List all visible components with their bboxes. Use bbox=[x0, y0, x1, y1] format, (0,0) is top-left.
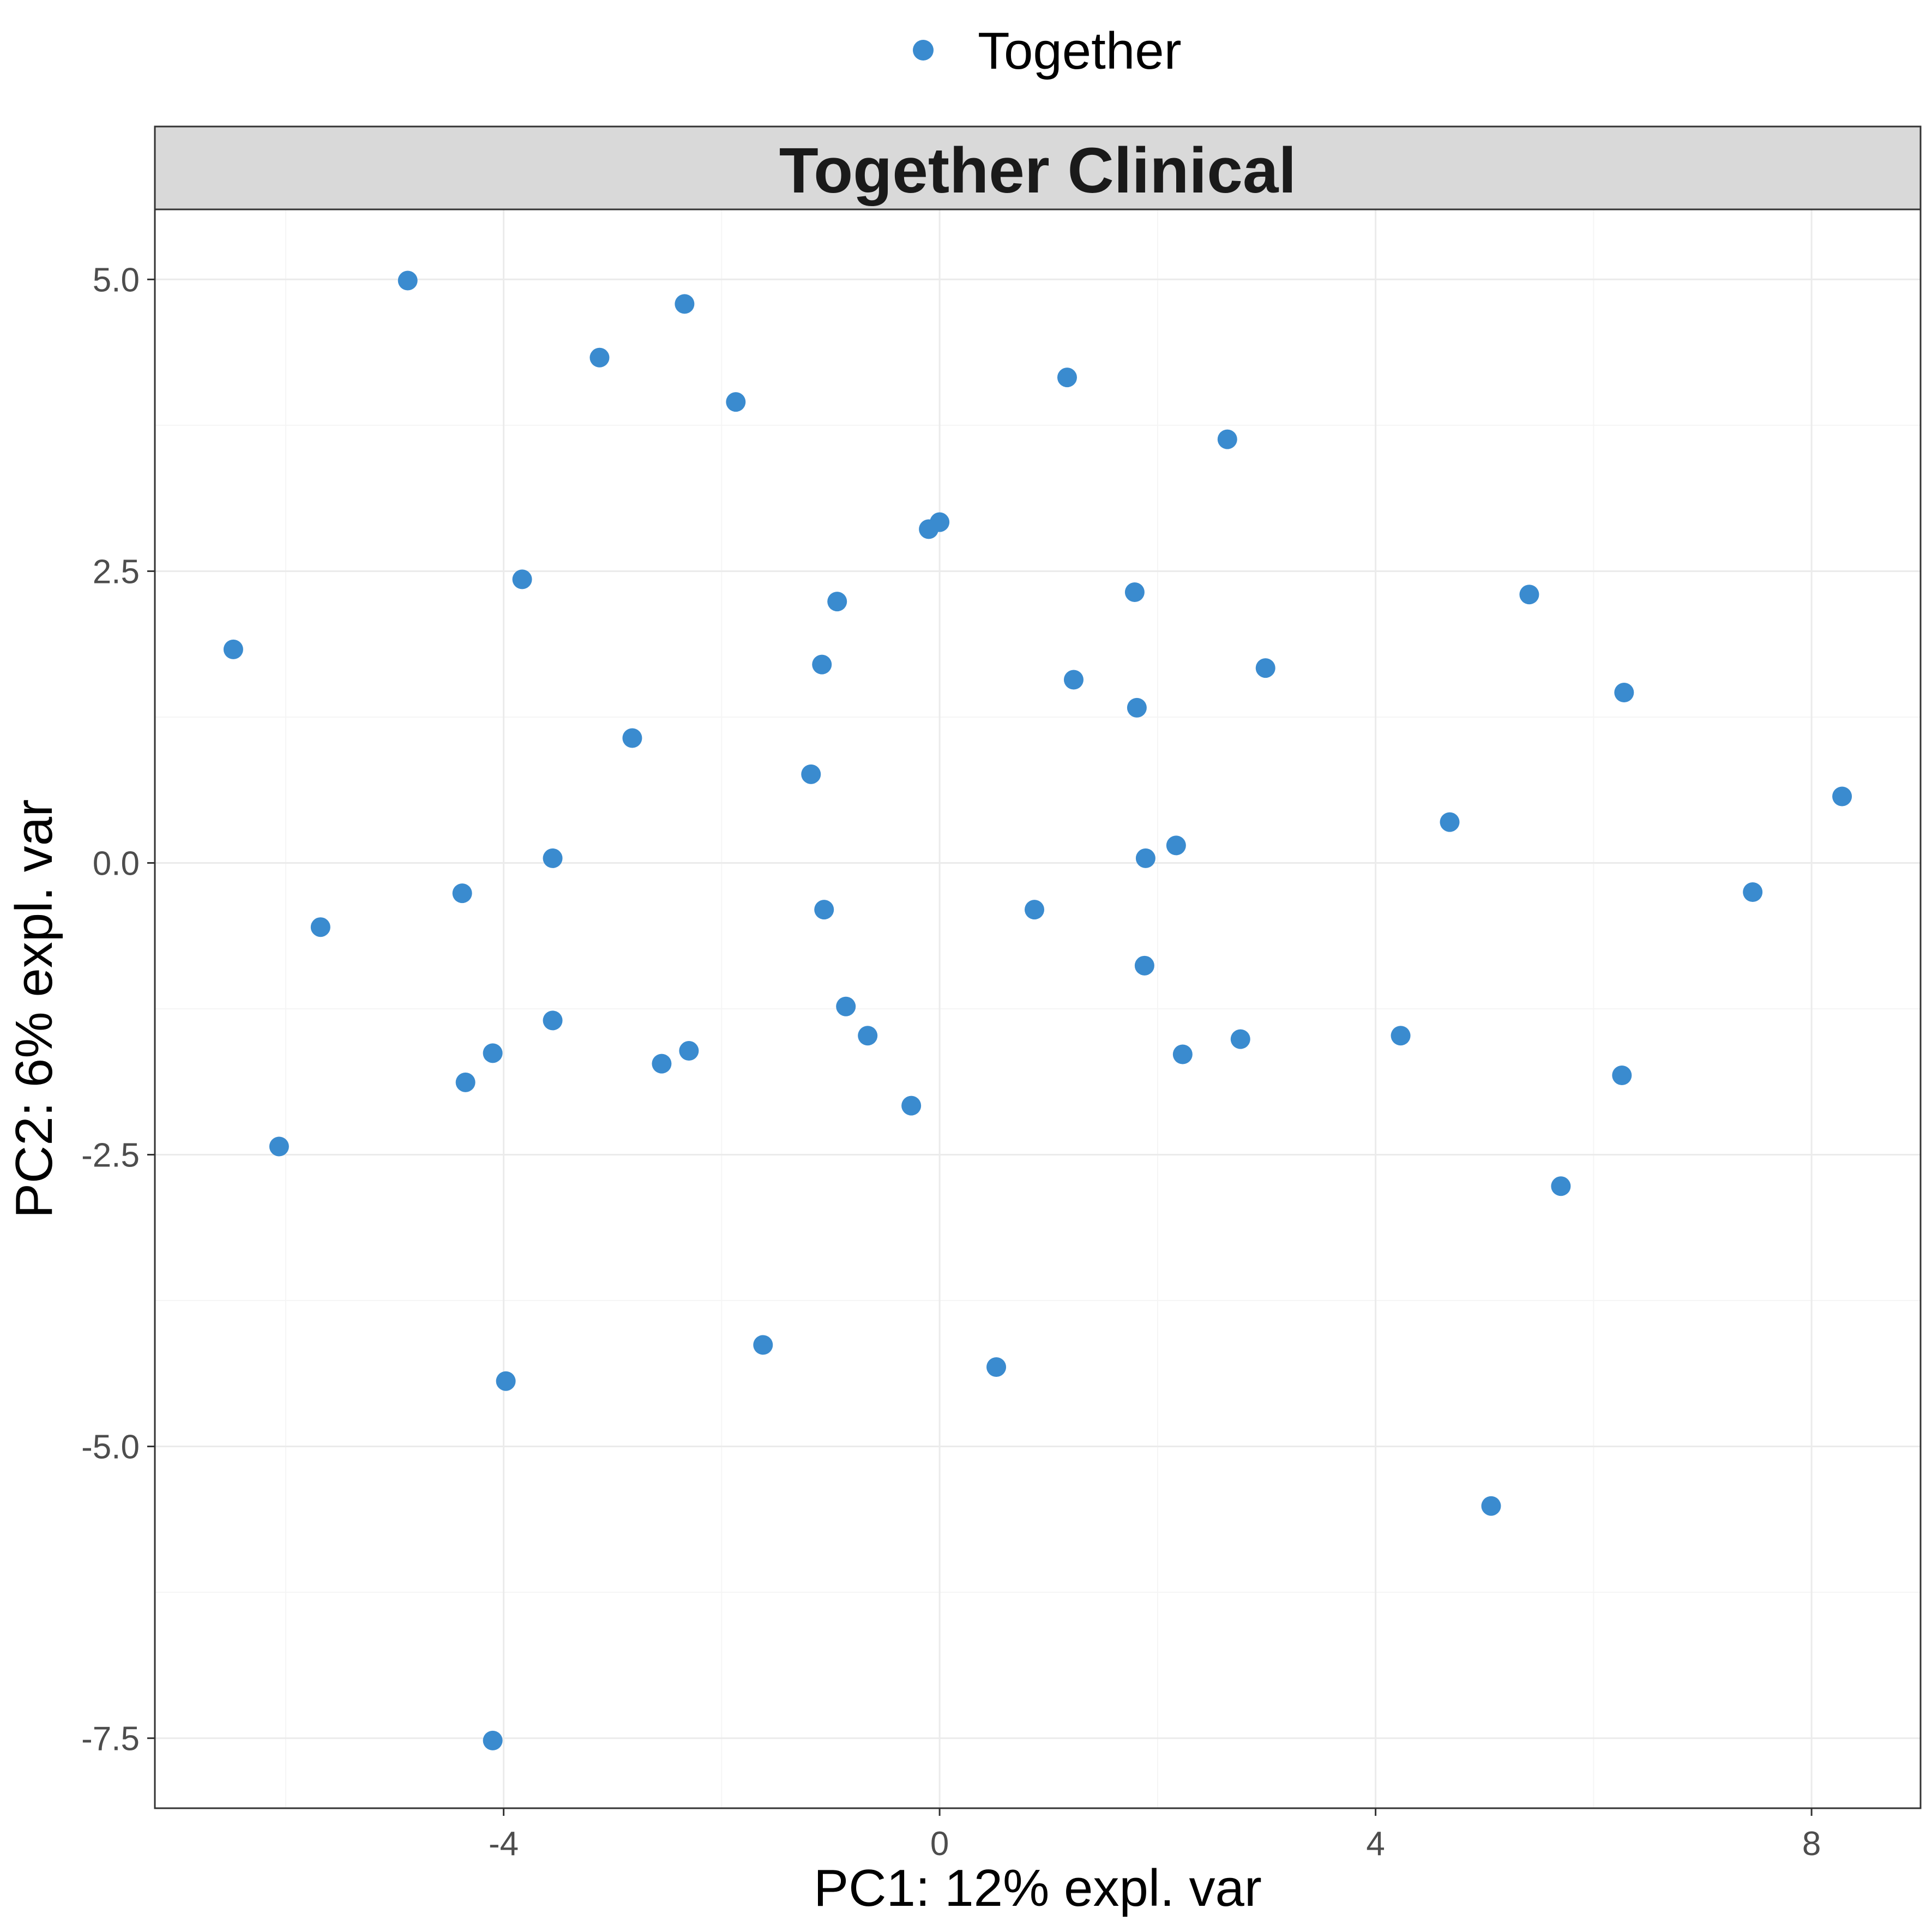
data-point bbox=[1124, 582, 1145, 602]
y-tick-label: -2.5 bbox=[81, 1137, 140, 1175]
data-point bbox=[930, 512, 950, 532]
data-point bbox=[1743, 882, 1763, 902]
gridlines bbox=[155, 209, 1921, 1808]
x-axis: -4 0 4 8 bbox=[489, 1808, 1821, 1863]
data-point bbox=[398, 270, 418, 291]
x-tick-label: 0 bbox=[930, 1825, 949, 1863]
data-point bbox=[1255, 658, 1275, 678]
y-tick-label: 5.0 bbox=[93, 261, 140, 299]
data-point bbox=[1832, 786, 1852, 806]
data-point bbox=[589, 347, 610, 368]
data-point bbox=[543, 1010, 563, 1031]
panel-border bbox=[154, 208, 1922, 1809]
data-point bbox=[726, 392, 746, 412]
data-point bbox=[223, 639, 243, 659]
data-point bbox=[836, 996, 856, 1016]
data-point bbox=[679, 1041, 699, 1061]
data-point bbox=[801, 764, 821, 784]
data-point bbox=[1519, 585, 1539, 605]
data-point bbox=[455, 1072, 476, 1092]
legend-key-together bbox=[913, 40, 934, 61]
data-point bbox=[452, 883, 472, 904]
x-axis-title: PC1: 12% expl. var bbox=[814, 1859, 1262, 1917]
plot-panel bbox=[154, 208, 1922, 1809]
x-tick-label: 8 bbox=[1802, 1825, 1821, 1863]
data-point bbox=[1440, 812, 1460, 832]
x-tick-label: 4 bbox=[1366, 1825, 1385, 1863]
data-point bbox=[269, 1136, 289, 1157]
data-point bbox=[496, 1371, 516, 1391]
data-point bbox=[1166, 835, 1186, 856]
data-point bbox=[1172, 1044, 1193, 1064]
data-point bbox=[858, 1026, 878, 1046]
data-point bbox=[1614, 683, 1634, 703]
data-point bbox=[1057, 368, 1077, 388]
x-tick-label: -4 bbox=[489, 1825, 519, 1863]
data-point bbox=[827, 592, 847, 612]
data-point bbox=[814, 900, 834, 920]
y-tick-label: 0.0 bbox=[93, 845, 140, 882]
data-point bbox=[812, 654, 832, 675]
data-point bbox=[483, 1043, 503, 1063]
data-point bbox=[512, 569, 532, 589]
data-points bbox=[223, 270, 1852, 1750]
data-point bbox=[1481, 1496, 1501, 1516]
data-point bbox=[675, 294, 695, 314]
data-point bbox=[1063, 670, 1084, 690]
y-axis-title: PC2: 6% expl. var bbox=[5, 799, 63, 1218]
legend-label-together: Together bbox=[978, 22, 1182, 80]
data-point bbox=[622, 728, 642, 748]
data-point bbox=[1217, 429, 1237, 449]
y-tick-label: -5.0 bbox=[81, 1429, 140, 1466]
data-point bbox=[1230, 1029, 1250, 1049]
data-point bbox=[1025, 900, 1045, 920]
data-point bbox=[753, 1335, 773, 1355]
data-point bbox=[1127, 697, 1147, 718]
data-point bbox=[310, 917, 330, 937]
facet-strip: Together Clinical bbox=[154, 125, 1922, 210]
legend: Together bbox=[913, 22, 1182, 80]
data-point bbox=[901, 1096, 922, 1116]
data-point bbox=[986, 1357, 1007, 1377]
y-tick-label: -7.5 bbox=[81, 1720, 140, 1758]
chart-title: Together Clinical bbox=[779, 135, 1297, 207]
data-point bbox=[1134, 955, 1154, 976]
data-point bbox=[652, 1054, 672, 1074]
data-point bbox=[543, 848, 563, 868]
strip-background bbox=[154, 125, 1922, 210]
y-tick-label: 2.5 bbox=[93, 553, 140, 591]
data-point bbox=[1612, 1065, 1632, 1085]
data-point bbox=[483, 1730, 503, 1750]
data-point bbox=[1135, 848, 1155, 868]
data-point bbox=[1551, 1176, 1571, 1196]
y-axis: 5.0 2.5 0.0 -2.5 -5.0 -7.5 bbox=[81, 261, 155, 1758]
data-point bbox=[1391, 1026, 1411, 1046]
